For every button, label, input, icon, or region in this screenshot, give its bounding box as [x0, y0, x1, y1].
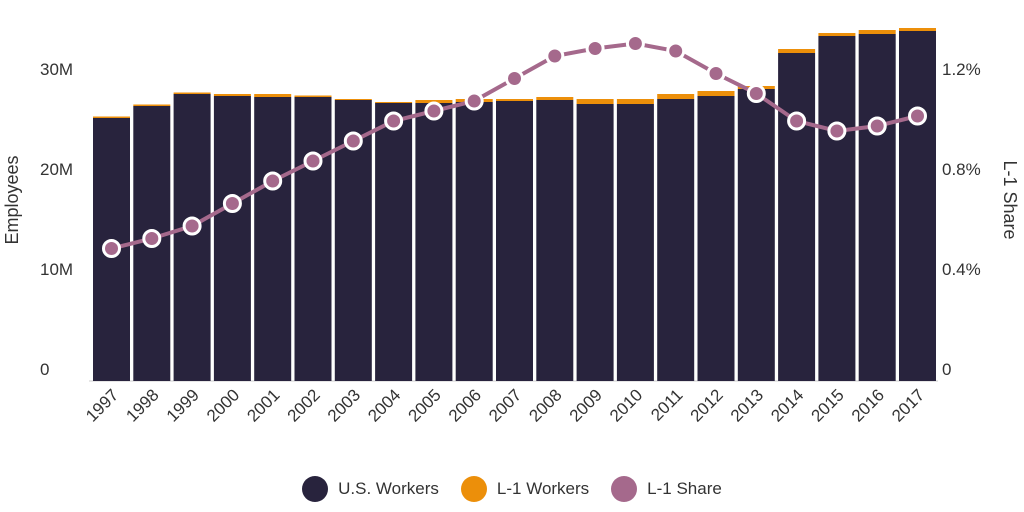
bar-l1-workers	[334, 99, 372, 100]
bar-l1-workers	[657, 94, 695, 99]
y2-tick-label: 0	[942, 360, 951, 379]
bar-l1-workers	[254, 94, 292, 97]
bar-us-workers	[455, 102, 493, 381]
y-tick-label: 0	[40, 360, 49, 379]
bar-l1-workers	[536, 97, 574, 100]
bar-l1-workers	[294, 95, 332, 97]
x-tick-label: 2017	[888, 385, 928, 425]
share-point	[384, 111, 404, 131]
y2-tick-label: 0.8%	[942, 160, 981, 179]
x-tick-label: 2010	[606, 385, 646, 425]
bar-us-workers	[536, 100, 574, 381]
bar-l1-workers	[93, 116, 130, 118]
y2-tick-label: 1.2%	[942, 60, 981, 79]
share-point	[706, 64, 726, 83]
share-point	[464, 91, 484, 111]
x-tick-label: 2012	[687, 385, 727, 425]
share-point	[505, 69, 524, 88]
bar-us-workers	[375, 103, 413, 381]
bar-us-workers	[657, 99, 695, 381]
x-tick-label: 2013	[727, 385, 767, 425]
legend-item-us-workers[interactable]: U.S. Workers	[302, 476, 439, 502]
x-tick-label: 2015	[808, 385, 848, 425]
bar-l1-workers	[697, 91, 735, 96]
bar-l1-workers	[899, 28, 936, 31]
bar-us-workers	[737, 89, 775, 381]
x-tick-label: 1997	[82, 385, 122, 425]
x-tick-label: 2002	[284, 385, 324, 425]
share-point	[867, 116, 887, 136]
bar-l1-workers	[778, 49, 816, 53]
bar-us-workers	[858, 34, 896, 381]
share-point	[303, 151, 323, 171]
y-tick-label: 30M	[40, 60, 73, 79]
share-point	[827, 121, 847, 141]
bar-l1-workers	[133, 104, 171, 106]
bar-us-workers	[616, 104, 654, 381]
bar-l1-workers	[818, 33, 856, 36]
bar-us-workers	[778, 53, 816, 381]
bar-l1-workers	[213, 94, 251, 96]
share-point	[222, 194, 242, 213]
bar-us-workers	[213, 96, 251, 381]
share-point	[666, 41, 686, 61]
x-tick-label: 2000	[203, 385, 243, 425]
share-point	[787, 111, 807, 131]
bar-l1-workers	[375, 102, 413, 103]
share-point	[102, 239, 121, 258]
y2-tick-label: 0.4%	[942, 260, 981, 279]
legend-swatch	[302, 476, 329, 502]
bar-l1-workers	[173, 92, 211, 94]
share-point	[625, 34, 645, 53]
bar-us-workers	[173, 94, 211, 381]
share-point	[263, 171, 283, 191]
share-point	[746, 84, 766, 103]
legend-swatch	[460, 476, 487, 502]
x-tick-label: 2005	[405, 385, 445, 425]
legend-item-l1-share[interactable]: L-1 Share	[611, 476, 722, 502]
bar-us-workers	[697, 96, 735, 381]
x-tick-label: 2008	[525, 385, 565, 425]
x-tick-label: 2006	[445, 385, 485, 425]
x-tick-label: 1998	[122, 385, 162, 425]
x-tick-label: 2014	[767, 385, 807, 425]
share-point	[545, 46, 565, 66]
x-tick-label: 2009	[566, 385, 606, 425]
x-tick-label: 2016	[848, 385, 888, 425]
legend: U.S. Workers L-1 Workers L-1 Share	[0, 476, 1024, 502]
share-point	[424, 101, 444, 121]
bar-us-workers	[415, 103, 453, 381]
x-tick-label: 2011	[647, 385, 686, 424]
legend-swatch	[611, 476, 638, 502]
y2-axis-label: L-1 Share	[1000, 160, 1020, 239]
y-axis-label: Employees	[2, 155, 22, 244]
share-point	[585, 39, 605, 58]
legend-item-l1-workers[interactable]: L-1 Workers	[460, 476, 589, 502]
bar-us-workers	[496, 101, 533, 381]
bar-l1-workers	[858, 30, 896, 34]
share-point	[343, 131, 363, 151]
bar-l1-workers	[576, 99, 614, 104]
x-tick-label: 1999	[163, 385, 203, 425]
bar-us-workers	[294, 97, 332, 381]
bar-l1-workers	[496, 99, 533, 101]
bar-us-workers	[254, 97, 292, 381]
y-tick-label: 20M	[40, 160, 73, 179]
x-tick-label: 2004	[364, 385, 404, 425]
share-point	[142, 229, 162, 248]
bar-us-workers	[899, 31, 936, 381]
bar-us-workers	[576, 104, 614, 381]
x-tick-label: 2001	[243, 385, 283, 425]
bar-us-workers	[818, 36, 856, 381]
y-tick-label: 10M	[40, 260, 73, 279]
bar-l1-workers	[616, 99, 654, 104]
share-point	[908, 106, 927, 126]
x-tick-label: 2007	[485, 385, 525, 425]
chart-svg: 0 10M 20M 30M 0 0.4% 0.8% 1.2% Employees L-1 Shar…	[2, 28, 1020, 426]
share-point	[182, 216, 202, 236]
x-tick-label: 2003	[324, 385, 364, 425]
